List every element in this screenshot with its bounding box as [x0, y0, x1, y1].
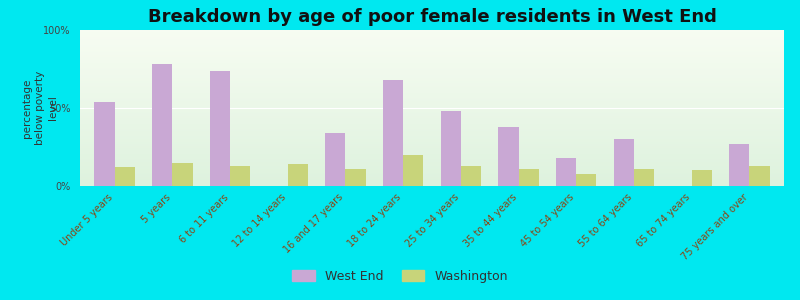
Bar: [614, 139, 634, 186]
Bar: [383, 80, 403, 186]
Bar: [172, 163, 193, 186]
Bar: [729, 144, 750, 186]
Bar: [461, 166, 481, 186]
Bar: [326, 133, 346, 186]
Bar: [750, 166, 770, 186]
Bar: [210, 70, 230, 186]
Bar: [114, 167, 135, 186]
Bar: [403, 155, 423, 186]
Bar: [230, 166, 250, 186]
Bar: [94, 102, 114, 186]
Y-axis label: percentage
below poverty
level: percentage below poverty level: [22, 71, 58, 145]
Bar: [518, 169, 538, 186]
Bar: [692, 170, 712, 186]
Legend: West End, Washington: West End, Washington: [287, 265, 513, 288]
Title: Breakdown by age of poor female residents in West End: Breakdown by age of poor female resident…: [147, 8, 717, 26]
Bar: [556, 158, 576, 186]
Bar: [634, 169, 654, 186]
Bar: [441, 111, 461, 186]
Bar: [498, 127, 518, 186]
Bar: [288, 164, 308, 186]
Bar: [346, 169, 366, 186]
Bar: [152, 64, 172, 186]
Bar: [576, 173, 597, 186]
